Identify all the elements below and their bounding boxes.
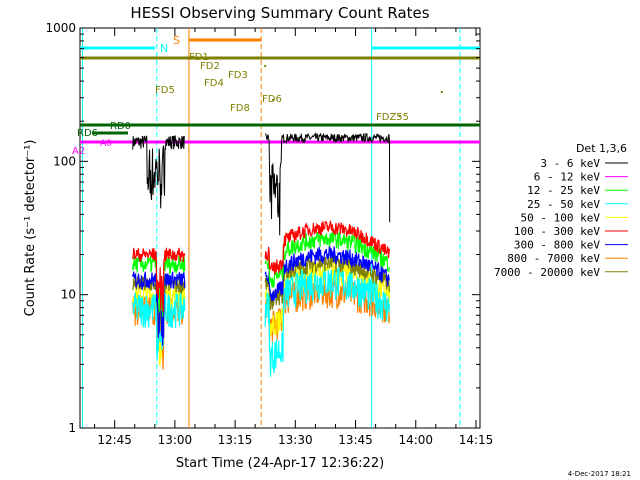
legend-label-8: 7000 - 20000 keV (494, 266, 600, 279)
series-trace-0 (132, 131, 391, 236)
fd-marker-0 (264, 65, 267, 67)
legend-label-7: 800 - 7000 keV (507, 252, 600, 265)
a0-label: A0 (100, 139, 112, 149)
x-tick-label-1: 13:00 (158, 433, 193, 447)
x-tick-label-4: 13:45 (338, 433, 373, 447)
fd2-label: FD2 (200, 61, 220, 72)
legend-label-3: 25 - 50 keV (527, 198, 600, 211)
a2-label: A2 (72, 146, 85, 157)
x-tick-label-3: 13:30 (278, 433, 313, 447)
legend-label-0: 3 - 6 keV (540, 157, 600, 170)
series-trace-5 (132, 219, 391, 312)
fd-marker-1 (272, 99, 275, 101)
legend-title: Det 1,3,6 (576, 142, 627, 155)
n-label: N (160, 42, 168, 55)
fd-marker-3 (440, 91, 443, 93)
plot-frame (79, 27, 481, 429)
rd6-label: RD6 (77, 128, 98, 139)
y-tick-label-0: 1 (68, 421, 76, 435)
legend-label-6: 300 - 800 keV (514, 239, 600, 252)
data-layer (80, 28, 480, 428)
legend-label-2: 12 - 25 keV (527, 184, 600, 197)
x-tick-label-2: 13:15 (218, 433, 253, 447)
fd4-label: FD4 (204, 78, 224, 89)
x-axis-label: Start Time (24-Apr-17 12:36:22) (176, 456, 384, 471)
chart-title: HESSI Observing Summary Count Rates (130, 4, 429, 22)
fdz55-label: FDZ55 (376, 112, 409, 123)
x-tick-label-0: 12:45 (97, 433, 132, 447)
fd-marker-2 (398, 115, 401, 117)
legend-label-1: 6 - 12 keV (534, 171, 601, 184)
y-tick-label-3: 1000 (45, 21, 76, 35)
s-label: S (173, 34, 180, 47)
legend-label-5: 100 - 300 keV (514, 225, 600, 238)
tick-layer: 12:45 13:00 13:15 13:30 13:45 14:00 14:15 1 10 10… (45, 21, 493, 447)
fd3-label: FD3 (228, 70, 248, 81)
y-axis-label: Count Rate (s⁻¹ detector⁻¹) (23, 140, 38, 317)
y-tick-label-1: 10 (61, 288, 76, 302)
x-tick-label-6: 14:15 (459, 433, 494, 447)
fd5-label: FD5 (155, 85, 175, 96)
fd8-label: FD8 (230, 103, 250, 114)
rd0-label: RD0 (110, 121, 131, 132)
legend-label-4: 50 - 100 keV (521, 211, 601, 224)
fd6-label: FD6 (262, 94, 282, 105)
series-trace-6 (132, 245, 390, 346)
y-tick-label-2: 100 (53, 154, 76, 168)
fd1-label: FD1 (189, 52, 209, 63)
x-tick-label-5: 14:00 (398, 433, 433, 447)
footer-date: 4-Dec-2017 18:21 (568, 470, 631, 478)
